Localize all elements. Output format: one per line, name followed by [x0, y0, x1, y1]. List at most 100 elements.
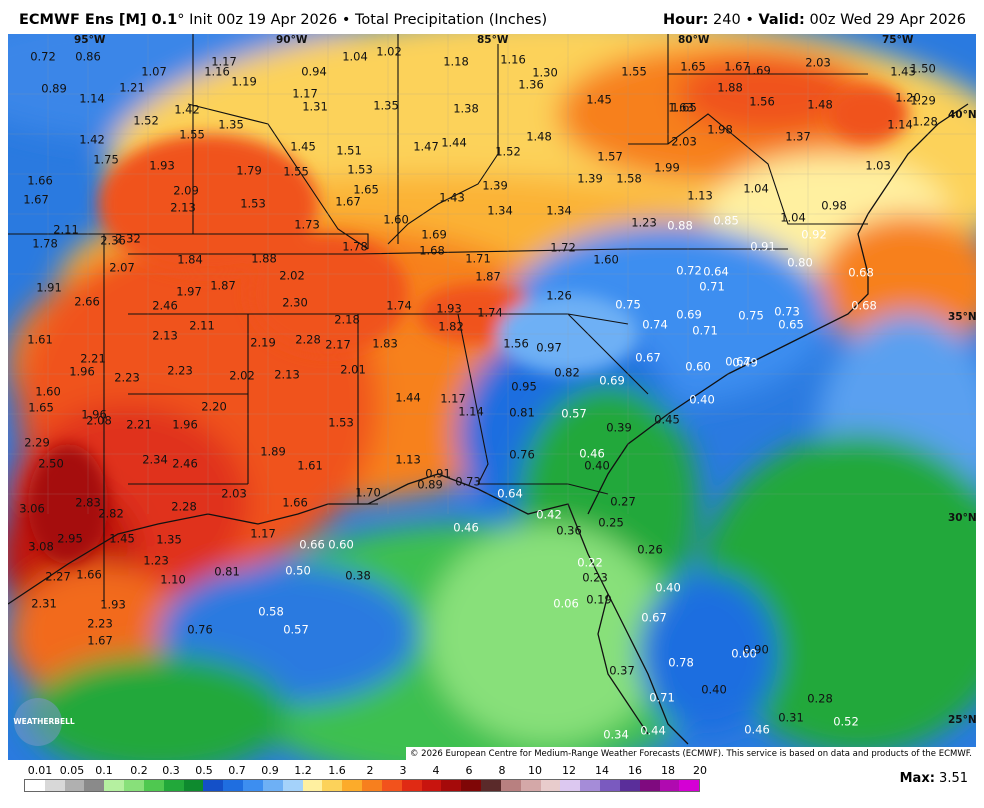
station-value-label: 0.76 — [509, 448, 535, 462]
station-value-label: 1.34 — [487, 204, 513, 218]
lat-label: 35°N — [948, 311, 976, 323]
station-value-label: 1.10 — [160, 573, 186, 587]
station-value-label: 0.73 — [774, 305, 800, 319]
station-value-label: 1.60 — [35, 385, 61, 399]
station-value-label: 0.06 — [553, 597, 579, 611]
station-value-label: 1.82 — [438, 320, 464, 334]
station-value-label: 1.13 — [395, 453, 421, 467]
station-value-label: 0.64 — [497, 487, 523, 501]
station-value-label: 1.53 — [328, 416, 354, 430]
station-value-label: 1.35 — [218, 118, 244, 132]
station-value-label: 0.75 — [738, 309, 764, 323]
station-value-label: 0.60 — [685, 360, 711, 374]
station-value-label: 1.69 — [745, 64, 771, 78]
station-value-label: 0.67 — [725, 355, 751, 369]
station-value-label: 1.16 — [500, 53, 526, 67]
station-value-label: 1.17 — [250, 527, 276, 541]
station-value-label: 1.07 — [141, 65, 167, 79]
station-value-label: 3.06 — [19, 502, 45, 516]
station-value-label: 0.40 — [655, 581, 681, 595]
model-name: ECMWF Ens [M] 0.1 — [19, 12, 178, 28]
station-value-label: 1.14 — [458, 405, 484, 419]
station-value-label: 0.22 — [577, 556, 603, 570]
station-value-label: 1.43 — [439, 191, 465, 205]
station-value-label: 2.29 — [24, 436, 50, 450]
station-value-label: 1.93 — [100, 598, 126, 612]
legend-label: 10 — [528, 764, 542, 777]
station-value-label: 0.91 — [750, 240, 776, 254]
station-value-label: 1.74 — [386, 299, 412, 313]
station-value-label: 3.08 — [28, 540, 54, 554]
station-value-label: 1.19 — [231, 75, 257, 89]
station-value-label: 2.34 — [142, 453, 168, 467]
station-value-label: 1.73 — [294, 218, 320, 232]
legend-label: 3 — [399, 764, 407, 777]
station-value-label: 1.93 — [149, 159, 175, 173]
title-separator: • — [341, 12, 351, 28]
legend-swatch — [282, 780, 303, 791]
legend-label: 1.6 — [328, 764, 346, 777]
station-value-label: 2.18 — [334, 313, 360, 327]
station-value-label: 0.57 — [561, 407, 587, 421]
station-value-label: 1.03 — [865, 159, 891, 173]
station-value-label: 0.82 — [554, 366, 580, 380]
legend-label: 16 — [628, 764, 642, 777]
station-value-label: 1.17 — [292, 87, 318, 101]
station-value-label: 1.70 — [355, 486, 381, 500]
legend-swatch — [381, 780, 402, 791]
station-value-label: 2.23 — [167, 364, 193, 378]
station-value-label: 1.61 — [297, 459, 323, 473]
station-value-label: 1.31 — [302, 100, 328, 114]
station-value-label: 2.17 — [325, 338, 351, 352]
legend-label: 12 — [562, 764, 576, 777]
station-value-label: 2.07 — [109, 261, 135, 275]
legend-label: 6 — [465, 764, 473, 777]
legend-label: 1.2 — [294, 764, 312, 777]
legend-swatch — [44, 780, 65, 791]
station-value-label: 1.29 — [910, 94, 936, 108]
station-value-label: 2.27 — [45, 570, 71, 584]
station-value-label: 0.86 — [75, 50, 101, 64]
station-value-label: 1.17 — [440, 392, 466, 406]
station-value-label: 2.13 — [170, 201, 196, 215]
station-value-label: 2.46 — [152, 299, 178, 313]
station-value-label: 1.96 — [81, 408, 107, 422]
legend-label: 20 — [693, 764, 707, 777]
station-value-label: 0.98 — [821, 199, 847, 213]
station-value-label: 1.69 — [421, 228, 447, 242]
station-value-label: 1.43 — [890, 65, 916, 79]
station-value-label: 1.02 — [376, 45, 402, 59]
station-value-label: 1.18 — [443, 55, 469, 69]
logo-text: WEATHERBELL — [13, 717, 75, 726]
station-value-label: 0.60 — [328, 538, 354, 552]
legend-label: 0.9 — [261, 764, 279, 777]
max-number: 3.51 — [939, 771, 968, 786]
station-value-label: 0.90 — [743, 643, 769, 657]
legend-swatch — [540, 780, 561, 791]
station-value-label: 1.65 — [680, 60, 706, 74]
legend-label: 0.1 — [95, 764, 113, 777]
station-value-label: 0.50 — [285, 564, 311, 578]
station-value-label: 0.97 — [536, 341, 562, 355]
station-value-label: 0.40 — [701, 683, 727, 697]
station-value-label: 1.67 — [724, 60, 750, 74]
station-value-label: 0.31 — [778, 711, 804, 725]
station-value-label: 2.28 — [171, 500, 197, 514]
station-value-label: 0.38 — [345, 569, 371, 583]
station-value-label: 0.75 — [615, 298, 641, 312]
legend-swatch — [560, 780, 581, 791]
legend-swatch — [421, 780, 442, 791]
precipitation-map[interactable]: 95°W 90°W 85°W 80°W 75°W 40°N 35°N 30°N … — [8, 34, 976, 760]
station-value-label: 0.60 — [731, 647, 757, 661]
station-value-label: 0.78 — [668, 656, 694, 670]
legend-swatch — [64, 780, 85, 791]
legend-label: 0.05 — [59, 764, 85, 777]
legend-swatch — [481, 780, 501, 791]
station-value-label: 0.91 — [425, 467, 451, 481]
station-value-label: 1.36 — [518, 78, 544, 92]
station-value-label: 1.14 — [887, 118, 913, 132]
legend-swatch — [84, 780, 105, 791]
station-value-label: 0.73 — [455, 475, 481, 489]
station-value-label: 1.42 — [79, 133, 105, 147]
station-value-label: 1.78 — [342, 240, 368, 254]
